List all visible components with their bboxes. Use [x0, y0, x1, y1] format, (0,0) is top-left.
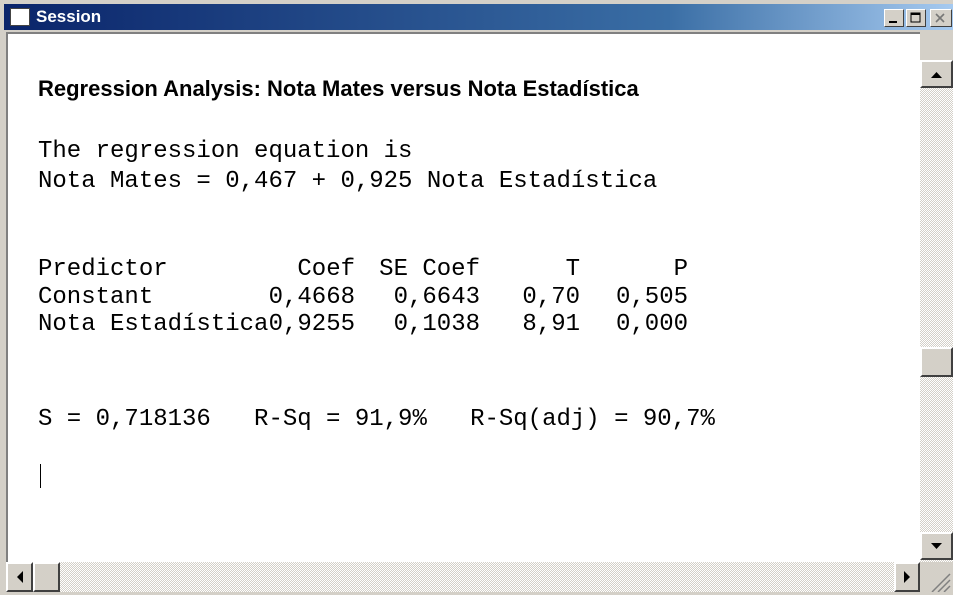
- window-icon: [10, 8, 30, 26]
- table-cell: 0,505: [615, 284, 688, 311]
- table-cell: 0,4668: [268, 284, 355, 311]
- minimize-button[interactable]: [884, 9, 904, 27]
- scroll-up[interactable]: [920, 60, 953, 88]
- table-cell: 0,6643: [393, 284, 480, 311]
- horizontal-scrollbar[interactable]: [6, 562, 920, 592]
- maximize-button[interactable]: [906, 9, 926, 27]
- resize-grip[interactable]: [920, 562, 953, 592]
- text-cursor: [40, 464, 41, 488]
- table-cell: 0,1038: [393, 311, 480, 338]
- heading: Regression Analysis: Nota Mates versus N…: [38, 76, 639, 101]
- table-cell: Predictor: [38, 256, 168, 283]
- table-cell: P: [673, 256, 688, 283]
- summary-line: S = 0,718136 R-Sq = 91,9% R-Sq(adj) = 90…: [38, 406, 715, 433]
- scroll-right[interactable]: [894, 562, 920, 592]
- table-cell: SE Coef: [379, 256, 480, 283]
- scroll-left[interactable]: [6, 562, 33, 592]
- vertical-scrollbar[interactable]: [920, 60, 953, 562]
- title-bar: Session: [4, 4, 953, 30]
- scroll-down[interactable]: [920, 532, 953, 560]
- table-cell: Coef: [297, 256, 355, 283]
- table-cell: 0,000: [615, 311, 688, 338]
- table-cell: Nota Estadística: [38, 311, 269, 338]
- table-cell: Constant: [38, 284, 154, 311]
- table-cell: 8,91: [522, 311, 580, 338]
- session-output: Regression Analysis: Nota Mates versus N…: [6, 32, 920, 562]
- table-cell: T: [565, 256, 580, 283]
- window-title: Session: [36, 7, 102, 26]
- scroll-thumb[interactable]: [33, 562, 60, 592]
- equation-line: Nota Mates = 0,467 + 0,925 Nota Estadíst…: [38, 168, 658, 195]
- close-button[interactable]: [930, 9, 952, 27]
- table-cell: 0,9255: [268, 311, 355, 338]
- equation-line: The regression equation is: [38, 138, 413, 165]
- table-cell: 0,70: [522, 284, 580, 311]
- scroll-thumb[interactable]: [920, 347, 953, 377]
